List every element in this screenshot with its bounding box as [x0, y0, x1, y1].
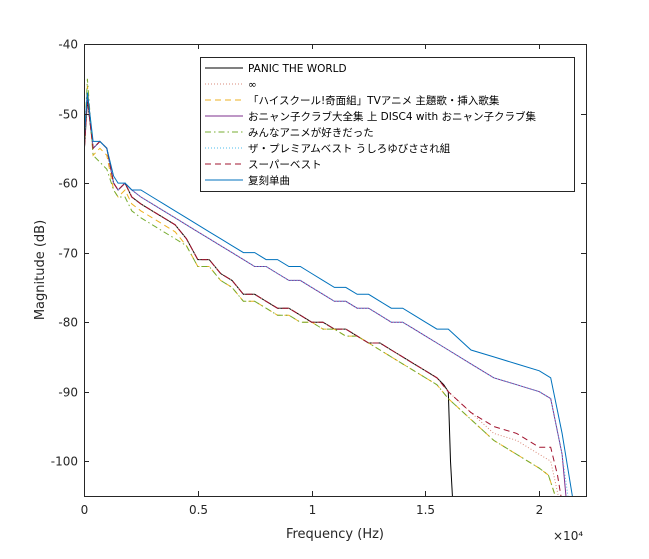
series-line — [84, 92, 569, 496]
series-lines — [84, 78, 573, 496]
series-line — [84, 92, 573, 496]
series-line — [84, 99, 562, 496]
y-tick-label: -80 — [58, 316, 78, 330]
legend-label: みんなアニメが好きだった — [248, 126, 374, 139]
legend-label: 复刻单曲 — [248, 174, 290, 187]
x-tick-label: 0.5 — [189, 503, 208, 517]
legend-label: 「ハイスクール!奇面組」TVアニメ 主題歌・挿入歌集 — [248, 94, 500, 107]
y-tick-label: -40 — [58, 38, 78, 52]
y-tick-label: -90 — [58, 386, 78, 400]
legend-label: PANIC THE WORLD — [248, 63, 347, 75]
legend-label: ∞ — [248, 79, 257, 91]
y-tick-label: -60 — [58, 177, 78, 191]
x-tick-label: 0 — [81, 503, 89, 517]
x-tick-label: 1 — [309, 503, 317, 517]
axis-ticks: 0 0.5 1 1.5 2 -40 -50 -60 -70 -80 -90 -100 — [51, 38, 586, 517]
x-axis-multiplier: ×10⁴ — [553, 529, 583, 543]
x-axis-label: Frequency (Hz) — [286, 527, 384, 542]
axes-box — [84, 44, 587, 497]
y-tick-label: -50 — [58, 108, 78, 122]
legend-box — [200, 57, 575, 192]
legend-label: ザ・プレミアムベスト うしろゆびさされ組 — [248, 142, 451, 155]
legend-label: スーパーベスト — [248, 159, 322, 171]
y-axis-label: Magnitude (dB) — [33, 220, 48, 320]
y-tick-label: -70 — [58, 247, 78, 261]
y-tick-label: -100 — [51, 455, 78, 469]
legend-label: おニャン子クラブ大全集 上 DISC4 with おニャン子クラブ集 — [248, 110, 536, 123]
x-tick-label: 1.5 — [416, 503, 435, 517]
x-tick-label: 2 — [536, 503, 544, 517]
series-line — [84, 78, 556, 496]
legend: PANIC THE WORLD ∞ 「ハイスクール!奇面組」TVアニメ 主題歌・挿入… — [200, 57, 575, 192]
